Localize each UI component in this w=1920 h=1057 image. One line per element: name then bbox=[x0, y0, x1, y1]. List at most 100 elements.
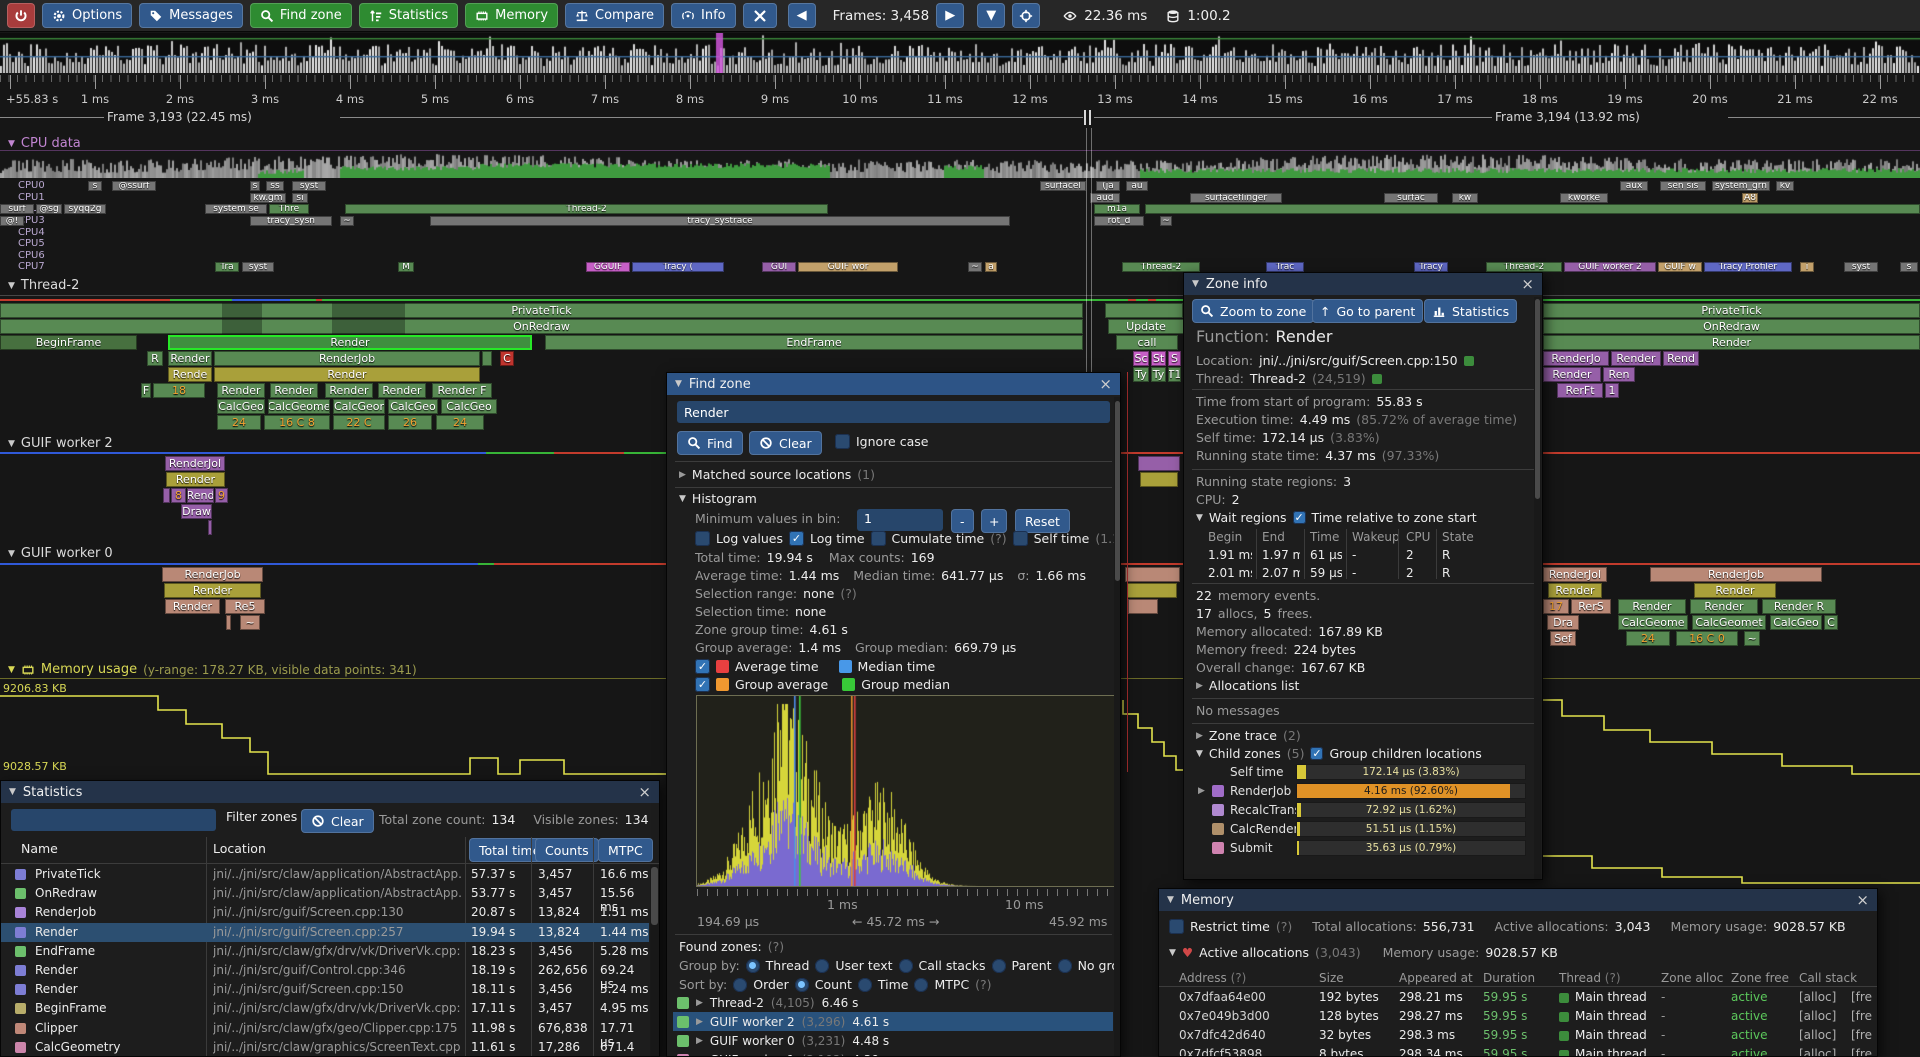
memory-table-row[interactable]: 0x7e049b3d00 128 bytes 298.27 ms 59.95 s Mai… bbox=[1179, 1009, 1872, 1023]
timeline-zone[interactable] bbox=[332, 303, 405, 318]
timeline-zone[interactable] bbox=[222, 303, 262, 318]
cpu-zone[interactable]: ss bbox=[266, 181, 284, 191]
col-total-time-button[interactable]: Total time bbox=[469, 838, 547, 862]
cpu-zone[interactable]: surfaceflinger bbox=[1190, 193, 1282, 203]
cpu-zone[interactable] bbox=[1145, 204, 1920, 214]
timeline-zone[interactable]: Render bbox=[1611, 351, 1661, 366]
timeline-zone[interactable]: CalcGeome bbox=[1618, 615, 1688, 630]
memory-titlebar[interactable]: ▼ Memory × bbox=[1159, 889, 1877, 911]
radio-time[interactable] bbox=[857, 977, 872, 992]
timeline-zone[interactable]: 18 bbox=[153, 383, 205, 398]
go-to-parent-button[interactable]: ↑ Go to parent bbox=[1312, 299, 1424, 323]
timeline-zone[interactable]: RenderJo bbox=[1543, 351, 1609, 366]
cpu-zone[interactable]: GUIF w bbox=[1658, 262, 1702, 272]
messages-button[interactable]: Messages bbox=[139, 3, 243, 28]
group-children-checkbox[interactable]: ✓ bbox=[1310, 747, 1324, 760]
timeline-zone[interactable] bbox=[163, 488, 170, 503]
cpu-zone[interactable]: aux bbox=[1620, 181, 1648, 191]
timeline-zone[interactable] bbox=[1140, 472, 1178, 487]
memory-usage-header[interactable]: ▼ Memory usage (y-range: 178.27 KB, visibl… bbox=[8, 662, 417, 677]
timeline-zone[interactable]: Render bbox=[168, 335, 532, 350]
statistics-titlebar[interactable]: ▼ Statistics × bbox=[1, 781, 659, 803]
cpu-zone[interactable]: a bbox=[985, 262, 997, 272]
clear-filter-button[interactable]: Clear bbox=[301, 809, 374, 833]
cpu-zone[interactable]: ~ bbox=[1160, 216, 1172, 226]
timeline-zone[interactable]: 9 bbox=[215, 488, 228, 503]
cpu-zone[interactable]: aud bbox=[1090, 193, 1120, 203]
timeline-zone[interactable]: OnRedraw bbox=[0, 319, 1083, 334]
timeline-zone[interactable]: EndFrame bbox=[545, 335, 1083, 350]
cpu-zone[interactable]: (ja bbox=[1096, 181, 1120, 191]
tools-button[interactable] bbox=[742, 3, 777, 28]
cpu-zone[interactable]: Thread-2 bbox=[1122, 262, 1200, 272]
timeline-zone[interactable]: CalcGeo bbox=[441, 399, 497, 414]
memory-col-header[interactable]: Call stack bbox=[1799, 971, 1858, 985]
cpu-zone[interactable]: au bbox=[1126, 181, 1148, 191]
min-bin-minus-button[interactable]: - bbox=[951, 509, 974, 533]
timeline-zone[interactable]: RerS bbox=[1571, 599, 1611, 614]
timeline-zone[interactable]: Draw bbox=[181, 504, 212, 519]
avg-median-checkbox[interactable]: ✓ bbox=[695, 659, 710, 674]
timeline-zone[interactable] bbox=[482, 351, 492, 366]
timeline-zone[interactable]: Render R bbox=[1762, 599, 1836, 614]
timeline-zone[interactable]: Rend bbox=[1663, 351, 1699, 366]
frame-label[interactable]: Frame 3,193 (22.45 ms) bbox=[107, 110, 252, 124]
found-zone-row[interactable]: ▶ Thread-2 (4,105) 6.46 s bbox=[673, 993, 1113, 1012]
timeline-zone[interactable]: 26 bbox=[388, 415, 432, 430]
found-zone-row[interactable]: ▶ GUIF worker 2 (3,296) 4.61 s bbox=[673, 1012, 1113, 1031]
timeline-zone[interactable]: 17 bbox=[1543, 599, 1569, 614]
timeline-zone[interactable]: C bbox=[500, 351, 514, 366]
expand-icon[interactable]: ▶ bbox=[1196, 680, 1203, 691]
zone-location[interactable]: jni/../jni/src/guif/Screen.cpp:150 bbox=[1259, 353, 1458, 368]
timeline-zone[interactable]: RerFt bbox=[1557, 383, 1603, 398]
col-name[interactable]: Name bbox=[21, 841, 58, 856]
timeline-zone[interactable]: 1 bbox=[1605, 383, 1619, 398]
cpu-zone[interactable]: Thread-2 bbox=[345, 204, 828, 214]
timeline-zone[interactable]: RenderJol bbox=[1543, 567, 1607, 582]
min-bin-plus-button[interactable]: + bbox=[981, 509, 1008, 533]
timeline-zone[interactable]: Render bbox=[1548, 583, 1602, 598]
cpu-zone[interactable]: syst bbox=[292, 181, 326, 191]
timeline-zone[interactable] bbox=[226, 615, 231, 630]
cpu-zone[interactable]: @sg bbox=[36, 204, 62, 214]
thread-header[interactable]: ▼ Thread-2 bbox=[8, 278, 80, 293]
timeline-zone[interactable] bbox=[1128, 599, 1158, 614]
timeline-zone[interactable]: ~ bbox=[1744, 631, 1760, 646]
timeline-zone[interactable]: CalcGeo bbox=[388, 399, 438, 414]
memory-col-header[interactable]: Appeared at bbox=[1399, 971, 1473, 985]
self-time-checkbox[interactable] bbox=[1012, 531, 1028, 546]
cpu-zone[interactable]: GUIF wor bbox=[798, 262, 898, 272]
cpu-zone[interactable]: Tracy ( bbox=[632, 262, 724, 272]
timeline-zone[interactable]: Update bbox=[1108, 319, 1184, 334]
relative-time-checkbox[interactable]: ✓ bbox=[1292, 511, 1306, 524]
find-zone-titlebar[interactable]: ▼ Find zone × bbox=[667, 373, 1120, 395]
cpu-zone[interactable]: GUIF worker 2 bbox=[1564, 262, 1656, 272]
memory-col-header[interactable]: Size bbox=[1319, 971, 1344, 985]
cpu-zone[interactable]: ~ bbox=[340, 216, 354, 226]
timeline-zone[interactable]: 24 bbox=[1626, 631, 1670, 646]
thread-header[interactable]: ▼ GUIF worker 2 bbox=[8, 436, 113, 451]
timeline-zone[interactable]: Render bbox=[270, 383, 318, 398]
timeline-zone[interactable]: CalcGeo bbox=[217, 399, 265, 414]
cpu-zone[interactable]: A8 bbox=[1742, 193, 1758, 203]
timeline-zone[interactable] bbox=[222, 319, 262, 334]
close-icon[interactable]: × bbox=[638, 782, 651, 801]
power-button[interactable] bbox=[7, 3, 35, 28]
collapse-icon[interactable]: ▼ bbox=[1196, 748, 1203, 759]
cpu-zone[interactable]: GGUIF bbox=[586, 262, 630, 272]
timeline-zone[interactable]: F bbox=[141, 383, 151, 398]
cpu-zone[interactable]: Tra bbox=[215, 262, 239, 272]
timeline-zone[interactable] bbox=[332, 319, 405, 334]
col-location[interactable]: Location bbox=[213, 841, 266, 856]
timeline-zone[interactable]: Render bbox=[166, 472, 225, 487]
memory-col-header[interactable]: Thread (?) bbox=[1559, 971, 1621, 985]
timeline-zone[interactable]: Render bbox=[217, 383, 265, 398]
table-row[interactable]: Render jni/../jni/src/guif/Control.cpp:34… bbox=[1, 961, 649, 991]
timeline-zone[interactable]: Sef bbox=[1550, 631, 1576, 646]
cpu-zone[interactable]: @ssurf bbox=[112, 181, 156, 191]
collapse-icon[interactable]: ▼ bbox=[9, 787, 16, 797]
child-zone-row[interactable]: Submit 35.63 µs (0.79%) bbox=[1184, 840, 1532, 857]
timeline-zone[interactable]: PrivateTick bbox=[0, 303, 1083, 318]
table-row[interactable]: RenderJob jni/../jni/src/guif/Screen.cpp:… bbox=[1, 903, 649, 922]
table-row[interactable]: BeginFrame jni/../jni/src/claw/gfx/drv/vk… bbox=[1, 999, 649, 1018]
